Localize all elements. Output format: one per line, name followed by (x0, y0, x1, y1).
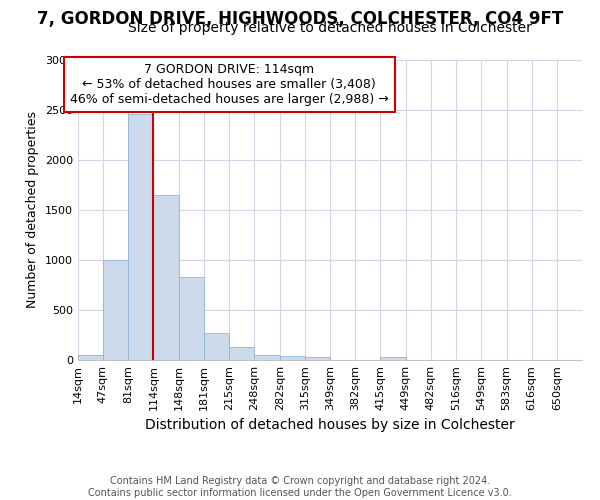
Bar (380, 357, 406, 360)
Text: 7 GORDON DRIVE: 114sqm
← 53% of detached houses are smaller (3,408)
46% of semi-: 7 GORDON DRIVE: 114sqm ← 53% of detached… (70, 63, 389, 106)
Y-axis label: Number of detached properties: Number of detached properties (26, 112, 40, 308)
Bar (254, 354, 280, 360)
Bar (128, 114, 154, 360)
Text: 7, GORDON DRIVE, HIGHWOODS, COLCHESTER, CO4 9FT: 7, GORDON DRIVE, HIGHWOODS, COLCHESTER, … (37, 10, 563, 28)
Bar (305, 357, 331, 360)
Title: Size of property relative to detached houses in Colchester: Size of property relative to detached ho… (128, 21, 532, 35)
Bar (154, 195, 179, 360)
Bar (103, 260, 128, 360)
Bar (78, 354, 103, 360)
Bar (204, 332, 229, 360)
Bar (179, 276, 204, 360)
Bar (280, 356, 305, 360)
Text: Contains HM Land Registry data © Crown copyright and database right 2024.
Contai: Contains HM Land Registry data © Crown c… (88, 476, 512, 498)
X-axis label: Distribution of detached houses by size in Colchester: Distribution of detached houses by size … (145, 418, 515, 432)
Bar (229, 346, 254, 360)
